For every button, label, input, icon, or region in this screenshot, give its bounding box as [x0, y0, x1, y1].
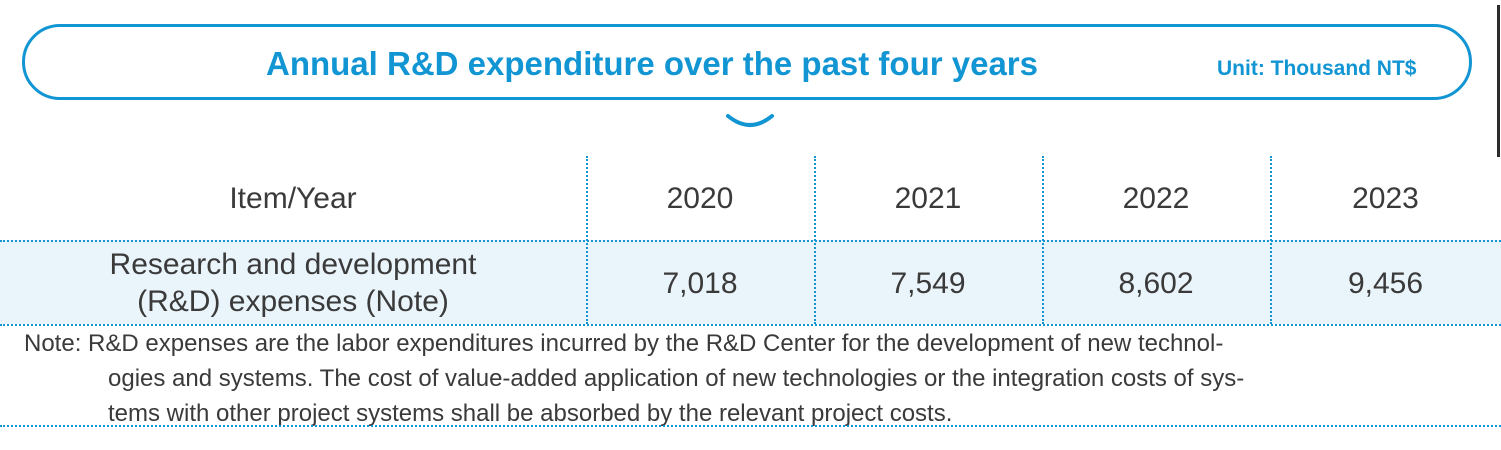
header-year-2023: 2023 — [1352, 181, 1419, 215]
footnote-line3: tems with other project systems shall be… — [108, 400, 953, 427]
table-cell-2022: 8,602 — [1118, 266, 1194, 300]
table-divider — [0, 324, 1501, 326]
row-label-line1: Research and development — [109, 248, 477, 281]
table-row-band — [0, 240, 1501, 324]
title-banner — [22, 24, 1472, 100]
row-label-line2: (R&D) expenses (Note) — [137, 285, 449, 318]
header-year-2020: 2020 — [666, 181, 734, 215]
header-year-2021: 2021 — [894, 181, 962, 215]
unit-label: Unit: Thousand NT$ — [1217, 57, 1417, 80]
table-cell-2021: 7,549 — [890, 266, 966, 300]
chevron-down-icon — [726, 114, 774, 127]
footnote: Note: R&D expenses are the labor expendi… — [24, 326, 1484, 431]
column-divider — [1270, 156, 1272, 324]
table-cell-2023: 9,456 — [1347, 266, 1424, 300]
header-item-year: Item/Year — [229, 181, 357, 215]
header-year-2022: 2022 — [1122, 181, 1190, 215]
rd-expenditure-table: Item/Year 2020 2021 2022 2023 Research a… — [0, 156, 1501, 326]
table-cell-2020: 7,018 — [662, 266, 738, 300]
column-divider — [1042, 156, 1044, 324]
footnote-line1: Note: R&D expenses are the labor expendi… — [24, 330, 1224, 357]
table-divider — [0, 240, 1501, 242]
column-divider — [586, 156, 588, 324]
edge-divider — [1497, 5, 1500, 157]
footnote-line2: ogies and systems. The cost of value-add… — [108, 365, 1245, 392]
table-row-label: Research and development (R&D) expenses … — [0, 242, 586, 324]
column-divider — [814, 156, 816, 324]
page-title: Annual R&D expenditure over the past fou… — [266, 45, 1039, 82]
bottom-divider — [0, 425, 1501, 427]
